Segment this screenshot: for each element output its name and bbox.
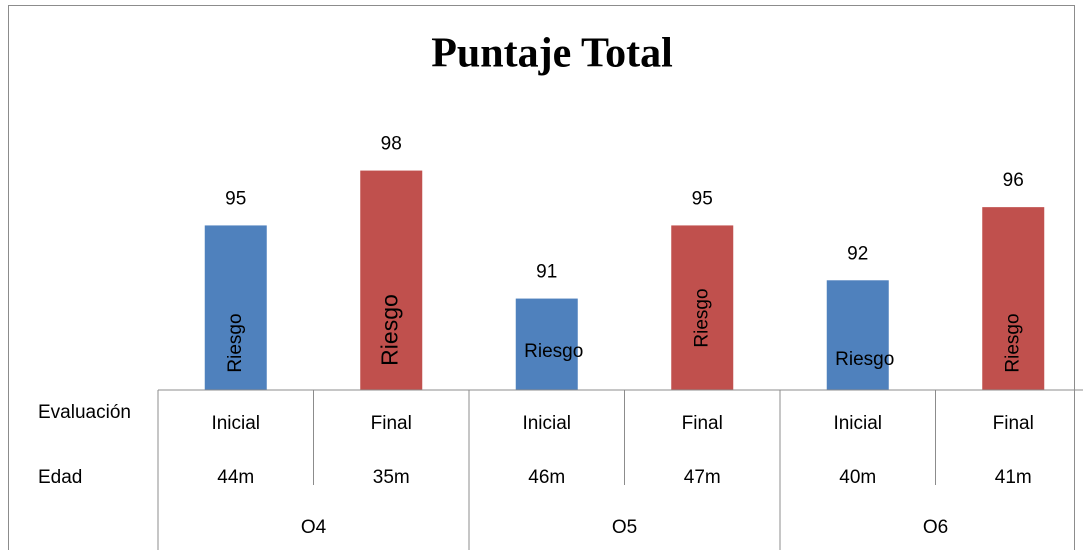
bar — [360, 170, 423, 390]
group-label: O5 — [612, 517, 637, 538]
x-tick-label: 46m — [528, 467, 565, 488]
x-tick-label: Inicial — [522, 413, 571, 434]
row-header: Edad — [38, 467, 82, 488]
x-tick-label: 40m — [839, 467, 876, 488]
x-tick-label: 35m — [373, 467, 410, 488]
x-tick-label: Final — [682, 413, 723, 434]
bar-label: Riesgo — [376, 294, 402, 366]
x-tick-label: Inicial — [211, 413, 260, 434]
value-label: 96 — [1003, 170, 1024, 191]
bar — [982, 207, 1045, 390]
bar-label: Riesgo — [835, 349, 894, 370]
bar — [671, 225, 734, 390]
bar-label: Riesgo — [1002, 313, 1023, 372]
value-label: 92 — [847, 243, 868, 264]
chart-border — [8, 5, 1075, 550]
x-tick-label: Final — [993, 413, 1034, 434]
value-label: 95 — [692, 188, 713, 209]
bar — [515, 298, 578, 390]
value-label: 91 — [536, 262, 557, 283]
x-tick-label: 41m — [995, 467, 1032, 488]
x-tick-label: Inicial — [833, 413, 882, 434]
value-label: 98 — [381, 134, 402, 155]
chart-title: Puntaje Total — [431, 31, 673, 77]
value-label: 95 — [225, 188, 246, 209]
group-label: O4 — [301, 517, 327, 538]
row-header: Evaluación — [38, 402, 131, 423]
bar — [826, 280, 889, 390]
x-tick-label: 47m — [684, 467, 721, 488]
bar-label: Riesgo — [524, 341, 583, 362]
bar — [204, 225, 267, 390]
bar-label: Riesgo — [225, 313, 246, 372]
bar-label: Riesgo — [691, 288, 712, 347]
group-label: O6 — [923, 517, 948, 538]
x-tick-label: 44m — [217, 467, 254, 488]
x-tick-label: Final — [371, 413, 412, 434]
